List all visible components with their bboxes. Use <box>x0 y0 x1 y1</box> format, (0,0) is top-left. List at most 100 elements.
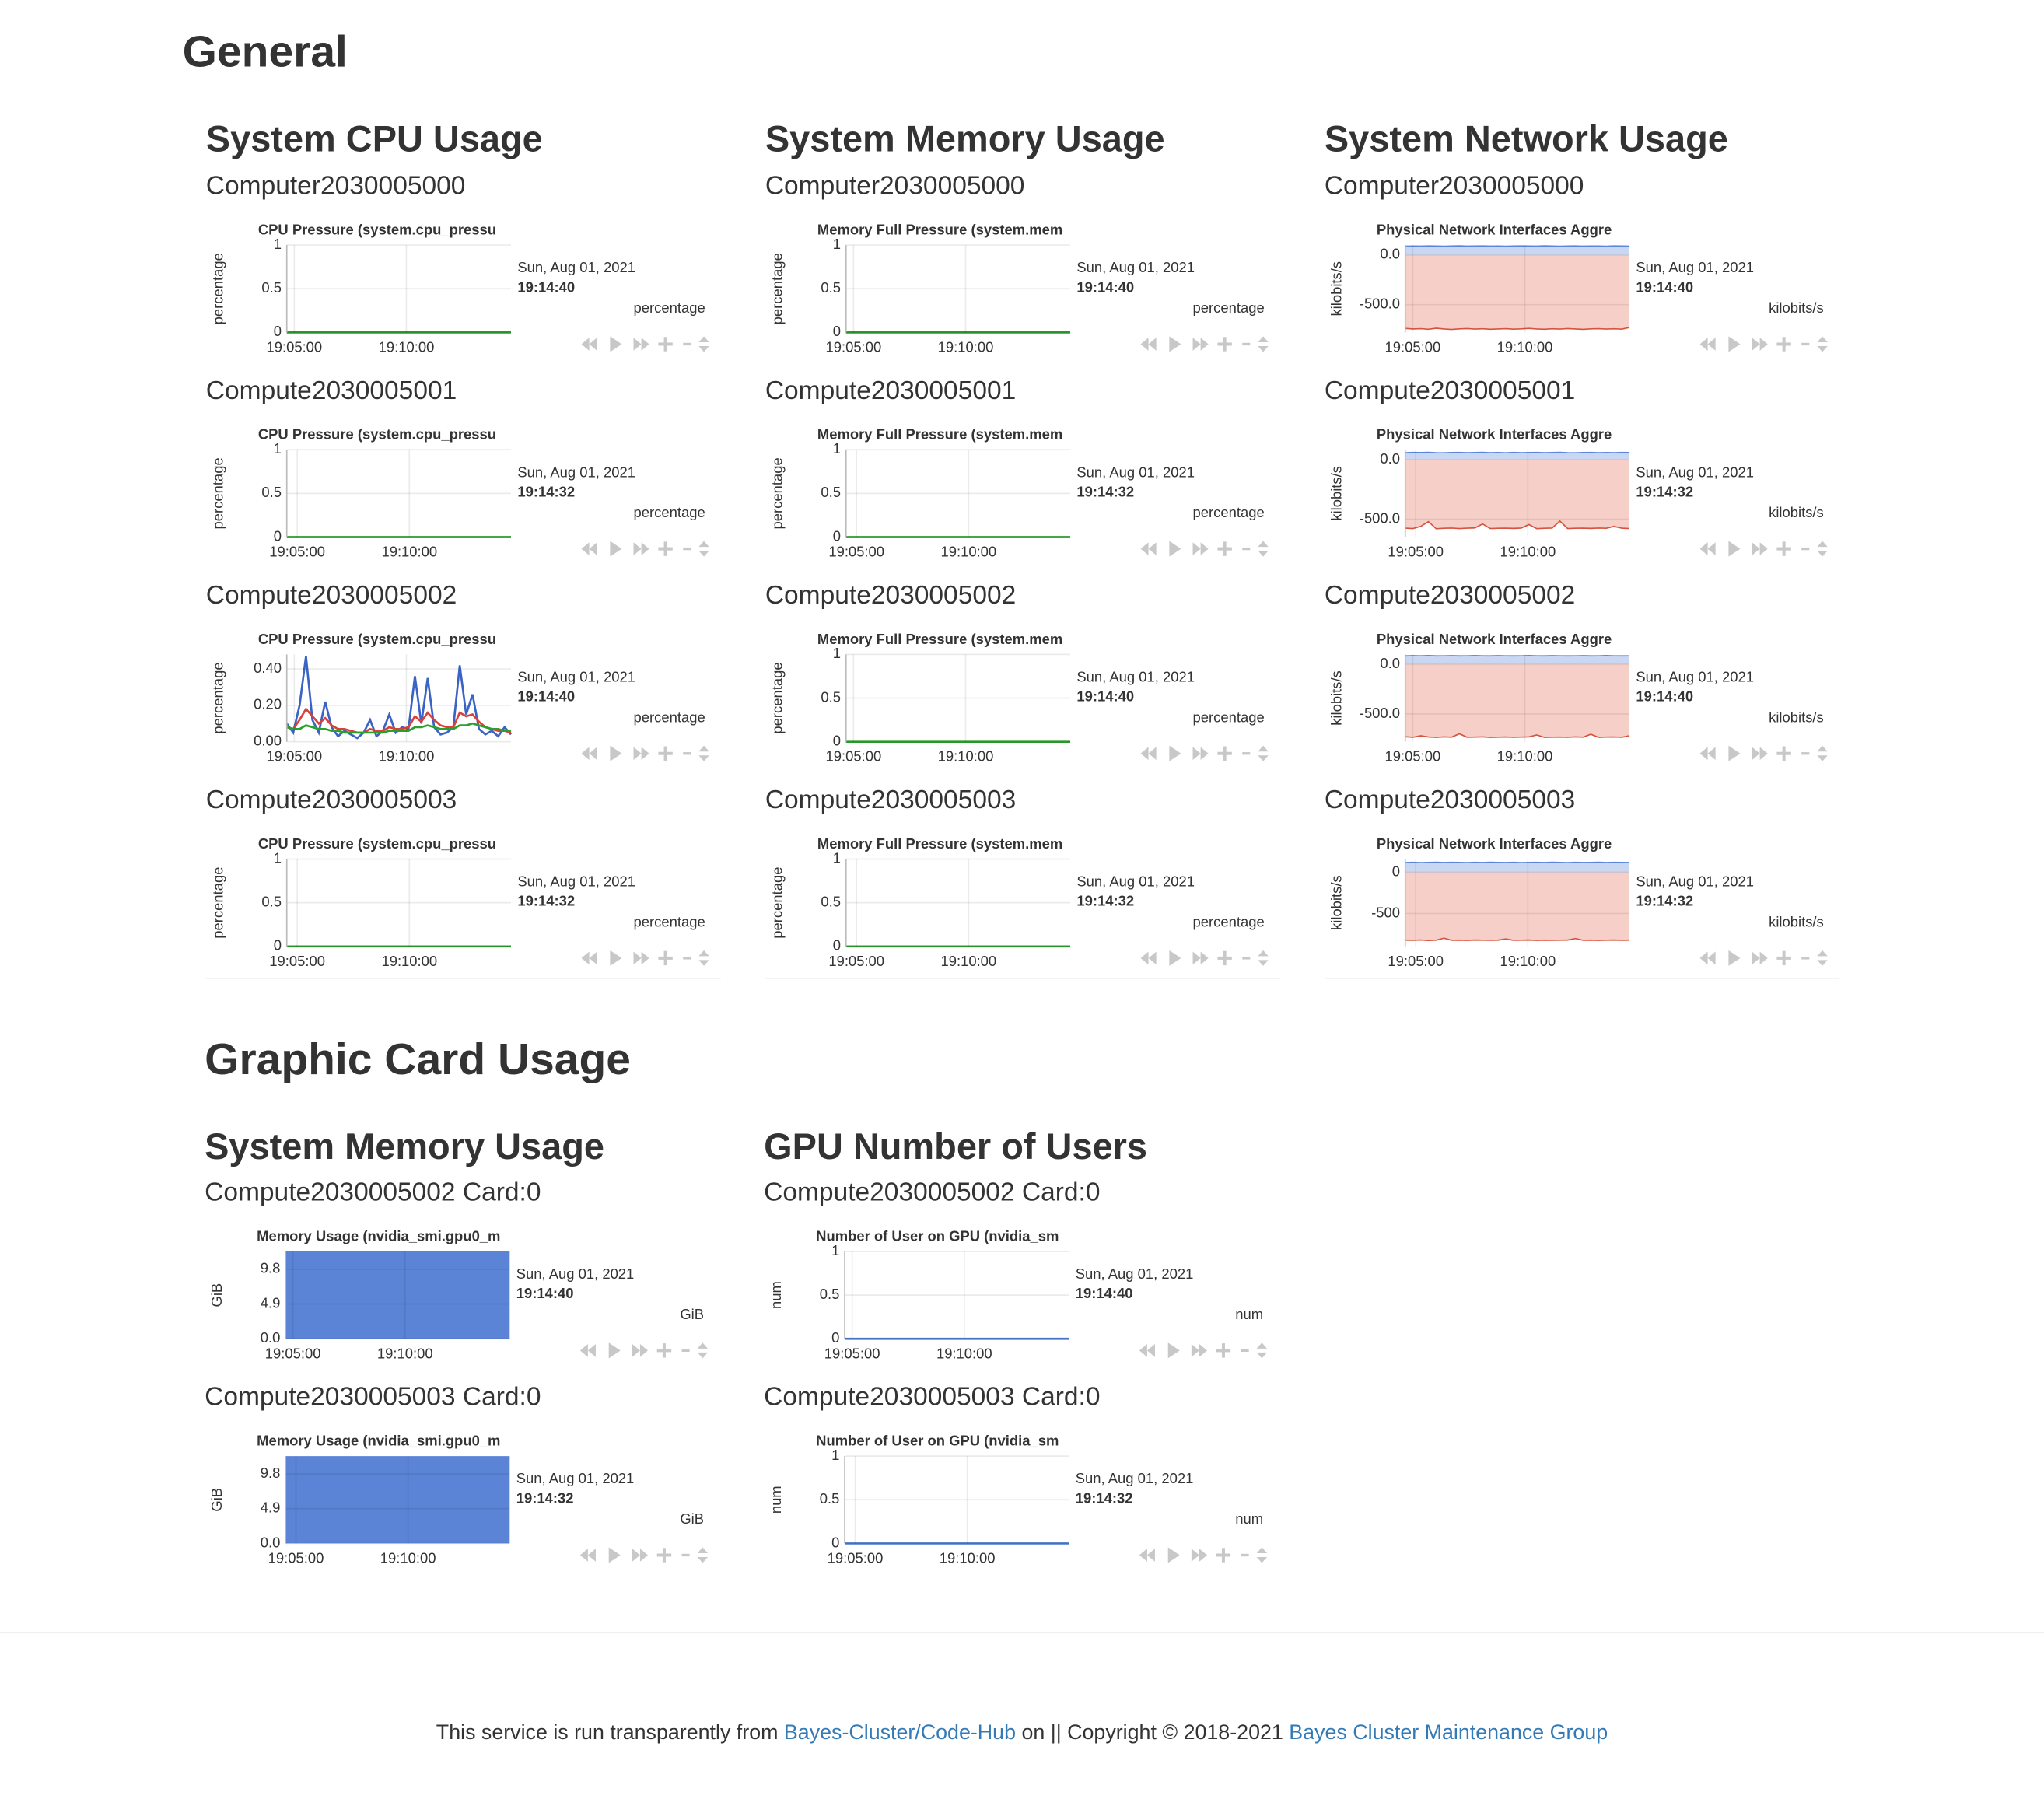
legend-unit: kilobits/s <box>1769 504 1824 520</box>
toolbar <box>1139 1342 1268 1359</box>
toolbar <box>1140 336 1269 352</box>
y-axis-label: GiB <box>208 1283 225 1307</box>
repo-link[interactable]: Bayes-Cluster/Code-Hub <box>783 1722 1017 1745</box>
chart-title: Physical Network Interfaces Aggre <box>1377 426 1612 443</box>
area <box>1405 254 1630 330</box>
y-tick-label: 0.5 <box>820 1286 840 1302</box>
x-tick-label: 19:05:00 <box>265 1345 321 1361</box>
icon-forward <box>633 951 642 965</box>
y-tick-label: 0.0 <box>261 1534 281 1550</box>
icon-play <box>1169 336 1181 352</box>
y-tick-label: 1 <box>833 645 841 661</box>
icon-plus <box>663 746 667 761</box>
icon-plus <box>1221 1548 1225 1563</box>
legend-time: 19:14:32 <box>1076 893 1134 909</box>
chart-title: Memory Usage (nvidia_smi.gpu0_m <box>257 1227 500 1244</box>
icon-minus <box>683 957 691 960</box>
y-tick-label: 1 <box>833 440 841 457</box>
x-tick-label: 19:05:00 <box>1384 748 1440 765</box>
column-title: System Memory Usage <box>765 118 1165 159</box>
y-tick-label: 1 <box>833 236 841 252</box>
icon-rewind <box>1699 338 1708 351</box>
toolbar <box>1139 1547 1268 1563</box>
icon-play <box>1169 950 1181 966</box>
legend-time: 19:14:40 <box>1076 278 1134 295</box>
icon-rewind <box>1148 747 1157 761</box>
icon-down <box>1258 345 1269 352</box>
icon-up <box>697 1547 709 1553</box>
toolbar <box>1140 745 1269 761</box>
y-axis-label: kilobits/s <box>1328 466 1344 521</box>
y-axis-label: percentage <box>768 662 785 733</box>
legend-time: 19:14:40 <box>517 278 575 295</box>
chart-title: Physical Network Interfaces Aggre <box>1377 835 1612 852</box>
x-tick-label: 19:05:00 <box>269 953 325 969</box>
y-tick-label: 0 <box>274 527 282 544</box>
toolbar <box>1140 541 1269 557</box>
column-title: GPU Number of Users <box>764 1126 1148 1167</box>
icon-minus <box>1241 1553 1249 1557</box>
icon-down <box>1256 1557 1268 1563</box>
icon-rewind <box>1707 747 1716 761</box>
x-tick-label: 19:05:00 <box>1388 544 1444 560</box>
legend-unit: GiB <box>680 1306 704 1322</box>
chart-title: Number of User on GPU (nvidia_sm <box>816 1227 1059 1244</box>
legend-unit: GiB <box>680 1510 704 1527</box>
area <box>1405 460 1630 529</box>
y-axis-label: kilobits/s <box>1328 261 1344 317</box>
icon-rewind <box>1707 542 1716 555</box>
legend-date: Sun, Aug 01, 2021 <box>1076 464 1195 480</box>
y-axis-label: percentage <box>209 662 226 733</box>
icon-forward <box>1752 542 1760 555</box>
y-axis-label: percentage <box>209 457 226 529</box>
icon-down <box>1258 960 1269 966</box>
legend-time: 19:14:40 <box>516 1285 574 1301</box>
icon-rewind <box>579 1343 588 1357</box>
chart: CPU Pressure (system.cpu_pressu percentag… <box>209 222 709 355</box>
icon-down <box>1256 1352 1268 1359</box>
chart-title: CPU Pressure (system.cpu_pressu <box>258 426 496 443</box>
icon-minus <box>683 547 691 551</box>
host-title: Compute2030005002 <box>205 581 457 611</box>
group-link[interactable]: Bayes Cluster Maintenance Group <box>1289 1722 1608 1745</box>
icon-rewind <box>1699 542 1708 555</box>
icon-down <box>1817 551 1828 557</box>
x-tick-label: 19:10:00 <box>381 953 437 969</box>
x-tick-label: 19:10:00 <box>940 953 996 969</box>
icon-down <box>1817 345 1828 352</box>
x-tick-label: 19:05:00 <box>266 748 322 765</box>
icon-forward <box>1759 542 1768 555</box>
icon-minus <box>1801 547 1810 551</box>
icon-up <box>698 745 709 752</box>
legend-date: Sun, Aug 01, 2021 <box>516 1265 635 1282</box>
footer-text: This service is run transparently from <box>436 1722 779 1745</box>
x-tick-label: 19:10:00 <box>1500 953 1556 969</box>
icon-forward <box>639 1549 648 1562</box>
icon-rewind <box>1148 951 1157 965</box>
icon-minus <box>1801 342 1810 346</box>
x-tick-label: 19:05:00 <box>268 1549 324 1566</box>
x-tick-label: 19:10:00 <box>938 748 994 765</box>
y-tick-label: 0.0 <box>1380 246 1400 262</box>
x-tick-label: 19:10:00 <box>381 544 437 560</box>
icon-minus <box>683 752 691 755</box>
icon-forward <box>1192 951 1201 965</box>
icon-down <box>698 345 709 352</box>
y-tick-label: 1 <box>831 1447 839 1463</box>
icon-forward <box>1200 338 1209 351</box>
y-tick-label: 0 <box>831 1329 839 1346</box>
icon-down <box>1258 755 1269 761</box>
icon-down <box>1817 960 1828 966</box>
icon-play <box>610 950 622 966</box>
chart-title: CPU Pressure (system.cpu_pressu <box>258 835 496 852</box>
y-tick-label: 0.5 <box>821 279 841 296</box>
area-line <box>1405 520 1630 530</box>
icon-plus <box>1782 337 1786 352</box>
icon-plus <box>1782 950 1786 966</box>
y-tick-label: 0.0 <box>1380 655 1400 671</box>
area <box>1405 872 1630 941</box>
toolbar <box>1699 541 1828 557</box>
icon-plus <box>1221 1343 1225 1358</box>
legend-unit: num <box>1235 1510 1263 1527</box>
